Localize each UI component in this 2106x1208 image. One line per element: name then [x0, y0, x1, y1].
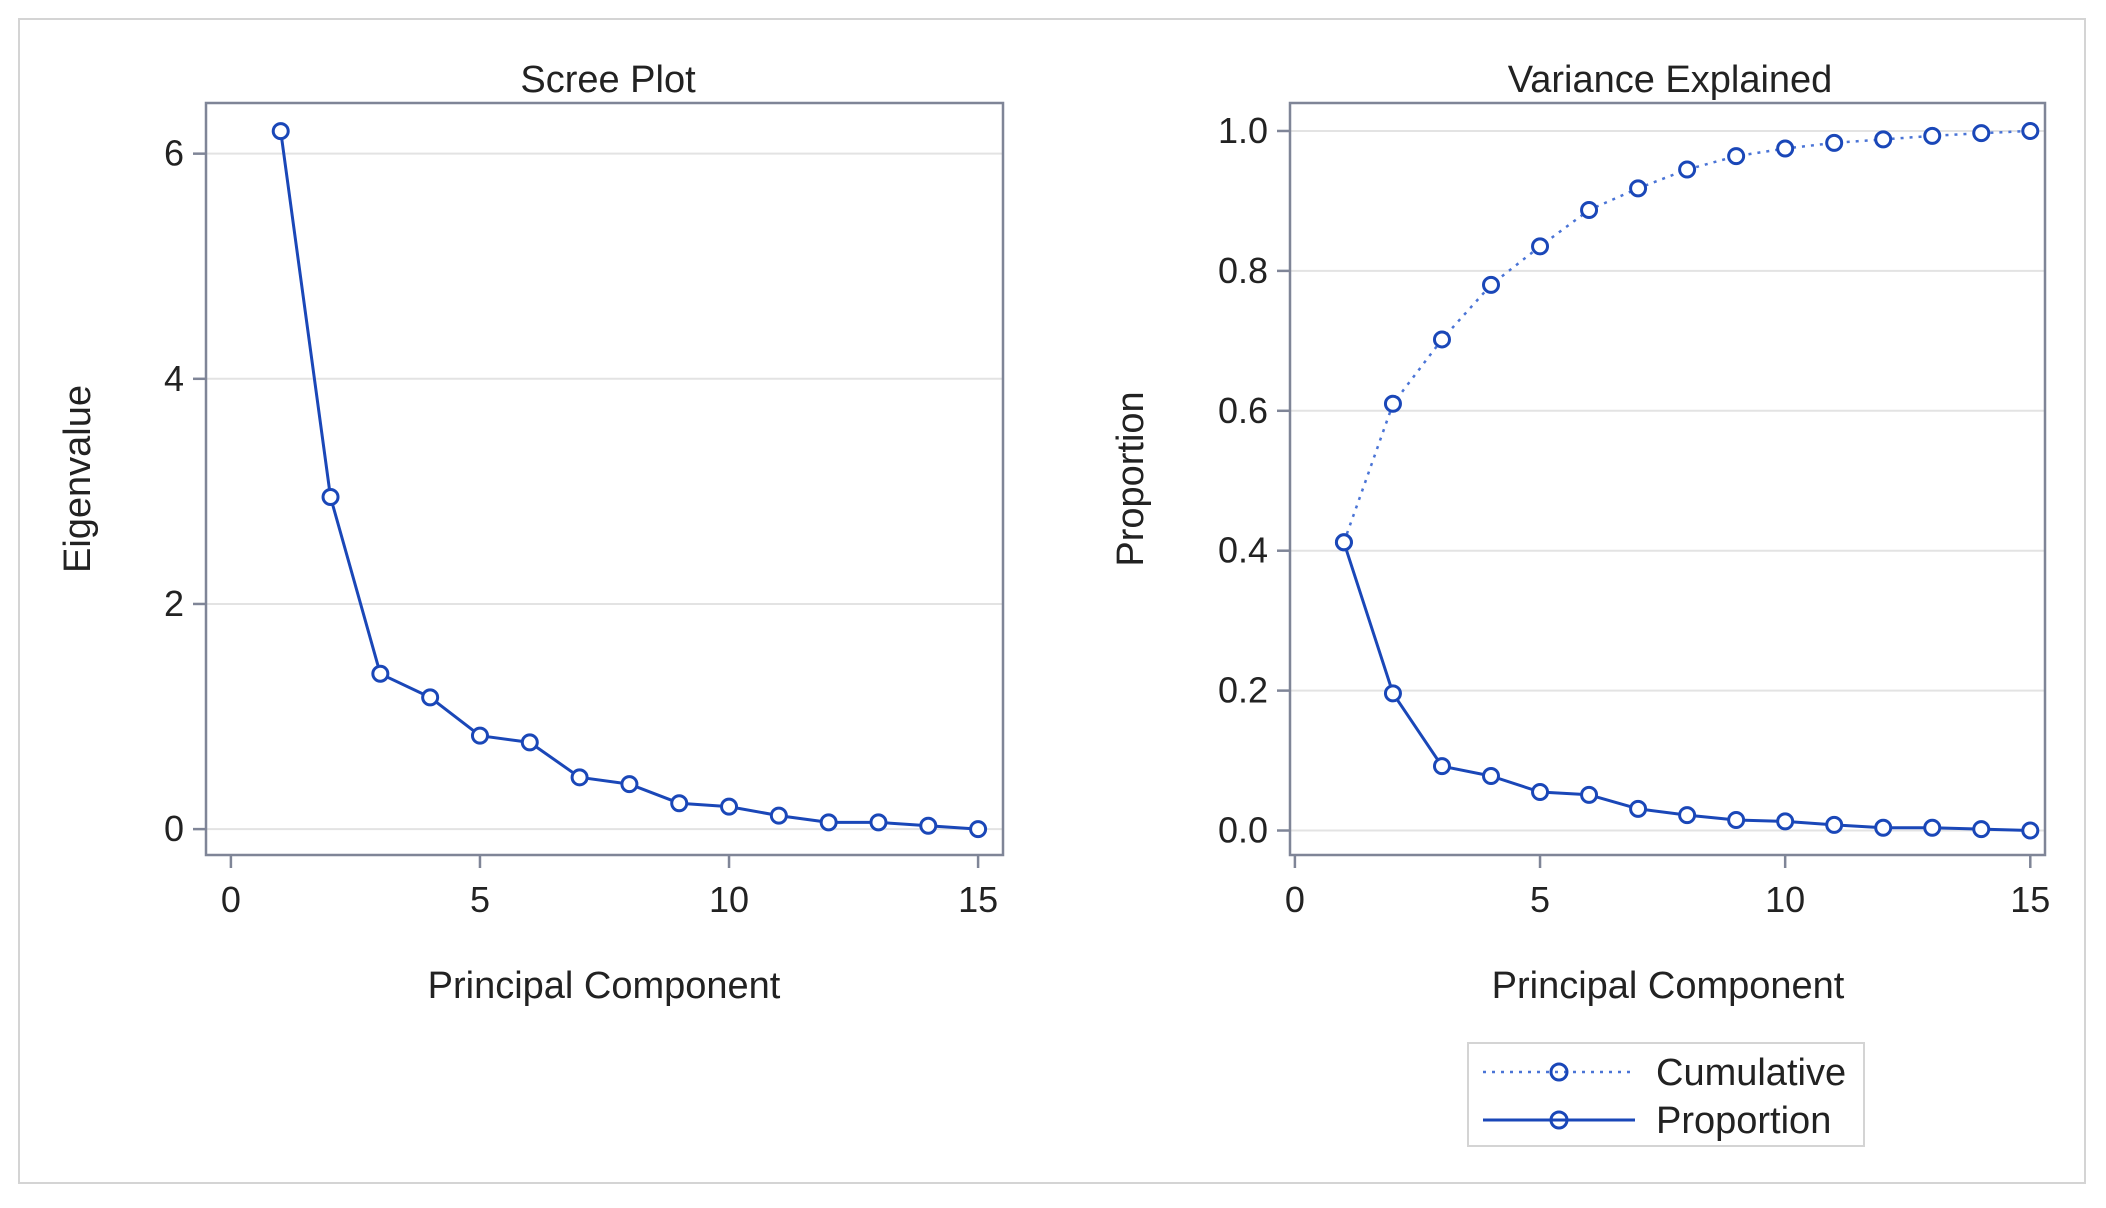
scree-plot-series-point [720, 797, 739, 816]
variance-explained-cumulative-point [1972, 124, 1991, 143]
legend-swatch-cumulative-marker [1549, 1062, 1569, 1082]
scree-plot-series-point [570, 768, 589, 787]
legend-entry-proportion: Proportion [1483, 1100, 1831, 1142]
variance-explained-y-tick-label: 0.8 [1218, 250, 1268, 291]
variance-explained-proportion-line [1342, 541, 2031, 832]
variance-explained-y-ticks: 0.0 0.2 0.4 0.6 0.8 1.0 [1218, 110, 1290, 851]
variance-explained-y-tick-label: 1.0 [1218, 110, 1268, 151]
variance-explained-y-tick-label: 0.6 [1218, 390, 1268, 431]
scree-plot-series-point [969, 820, 988, 839]
variance-explained-proportion-point [1972, 820, 1991, 839]
scree-plot-y-tick-label: 4 [164, 358, 184, 399]
scree-plot-x-axis-label: Principal Component [428, 965, 781, 1007]
variance-explained-proportion-point [1629, 799, 1648, 818]
variance-explained-proportion-point [1383, 684, 1402, 703]
scree-plot-y-tick-label: 2 [164, 583, 184, 624]
variance-explained-cumulative-point [1531, 237, 1550, 256]
scree-plot-y-tick-label: 0 [164, 808, 184, 849]
variance-explained-y-axis-label: Proportion [1110, 391, 1152, 566]
scree-plot-series-point [271, 122, 290, 141]
scree-plot-series-point [919, 816, 938, 835]
variance-explained-proportion-point [1874, 818, 1893, 837]
scree-plot-title: Scree Plot [520, 59, 696, 101]
figure-frame [18, 18, 2086, 1184]
scree-plot-y-axis-label: Eigenvalue [57, 385, 99, 573]
scree-plot-x-ticks: 0 5 10 15 [221, 855, 998, 920]
scree-plot-y-tick-label: 6 [164, 133, 184, 174]
variance-explained-proportion-point [1482, 766, 1501, 785]
variance-explained-cumulative-point [1776, 139, 1795, 158]
scree-plot-series-point [371, 664, 390, 683]
variance-explained-y-tick-label: 0.4 [1218, 530, 1268, 571]
variance-explained-proportion-point [2021, 821, 2040, 840]
variance-explained-proportion-point [1776, 812, 1795, 831]
variance-explained-proportion-point [1923, 818, 1942, 837]
legend-label-cumulative: Cumulative [1656, 1052, 1846, 1094]
scree-plot-x-tick-label: 0 [221, 879, 241, 920]
legend-label-proportion: Proportion [1656, 1100, 1831, 1142]
scree-plot-series-point [670, 794, 689, 813]
variance-explained-x-tick-label: 15 [2010, 879, 2050, 920]
legend-swatch-proportion-marker [1549, 1110, 1569, 1130]
scree-plot-series-point [869, 813, 888, 832]
scree-plot-x-tick-label: 15 [958, 879, 998, 920]
variance-explained-panel: Variance Explained 0 5 10 15 0.00.20.40.60.… [1110, 59, 2050, 1147]
variance-explained-cumulative-point [1678, 160, 1697, 179]
legend-entry-cumulative: Cumulative [1483, 1052, 1846, 1094]
variance-explained-proportion-point [1678, 806, 1697, 825]
variance-explained-cumulative-point [1874, 130, 1893, 149]
variance-explained-x-ticks: 0 5 10 15 [1285, 855, 2050, 920]
variance-explained-cumulative-point [1923, 126, 1942, 145]
scree-plot-panel: Scree Plot 0 5 10 15 0 2 4 6 Principal Compone… [57, 59, 1005, 1007]
variance-explained-cumulative-point [1629, 179, 1648, 198]
variance-explained-x-tick-label: 10 [1765, 879, 1805, 920]
variance-explained-cumulative-point [1383, 394, 1402, 413]
variance-explained-cumulative-point [1727, 147, 1746, 166]
variance-explained-proportion-point [1580, 785, 1599, 804]
variance-explained-proportion-point [1531, 783, 1550, 802]
variance-explained-cumulative-point [1432, 330, 1451, 349]
variance-explained-series [1334, 121, 2040, 840]
scree-plot-series-point [421, 688, 440, 707]
scree-plot-series-point [819, 813, 838, 832]
variance-explained-x-tick-label: 0 [1285, 879, 1305, 920]
variance-explained-proportion-point [1432, 757, 1451, 776]
scree-plot-gridlines [206, 152, 1003, 831]
scree-plot-series-point [470, 726, 489, 745]
scree-plot-series-point [620, 775, 639, 794]
legend: Cumulative Proportion [1467, 1042, 1865, 1147]
variance-explained-y-tick-label: 0.2 [1218, 670, 1268, 711]
variance-explained-proportion-point [1334, 533, 1353, 552]
variance-explained-x-tick-label: 5 [1530, 879, 1550, 920]
variance-explained-plot-area [1288, 101, 2047, 857]
variance-explained-proportion-point [1825, 815, 1844, 834]
variance-explained-cumulative-point [1580, 201, 1599, 220]
scree-plot-series [271, 122, 988, 839]
scree-plot-y-ticks: 0 2 4 6 [164, 133, 206, 849]
scree-plot-series-point [321, 488, 340, 507]
variance-explained-x-axis-label: Principal Component [1492, 965, 1845, 1007]
scree-plot-area [204, 101, 1005, 857]
variance-explained-cumulative-line [1342, 129, 2031, 543]
scree-plot-series-point [769, 806, 788, 825]
variance-explained-cumulative-point [2021, 121, 2040, 140]
variance-explained-gridlines [1290, 129, 2045, 832]
variance-explained-y-tick-label: 0.0 [1218, 810, 1268, 851]
legend-box [1467, 1042, 1865, 1147]
variance-explained-proportion-point [1727, 811, 1746, 830]
scree-plot-x-tick-label: 5 [470, 879, 490, 920]
variance-explained-cumulative-point [1482, 275, 1501, 294]
scree-plot-series-line [279, 130, 979, 831]
variance-explained-title: Variance Explained [1508, 59, 1833, 101]
scree-plot-series-point [520, 733, 539, 752]
scree-plot-x-tick-label: 10 [709, 879, 749, 920]
variance-explained-cumulative-point [1825, 133, 1844, 152]
